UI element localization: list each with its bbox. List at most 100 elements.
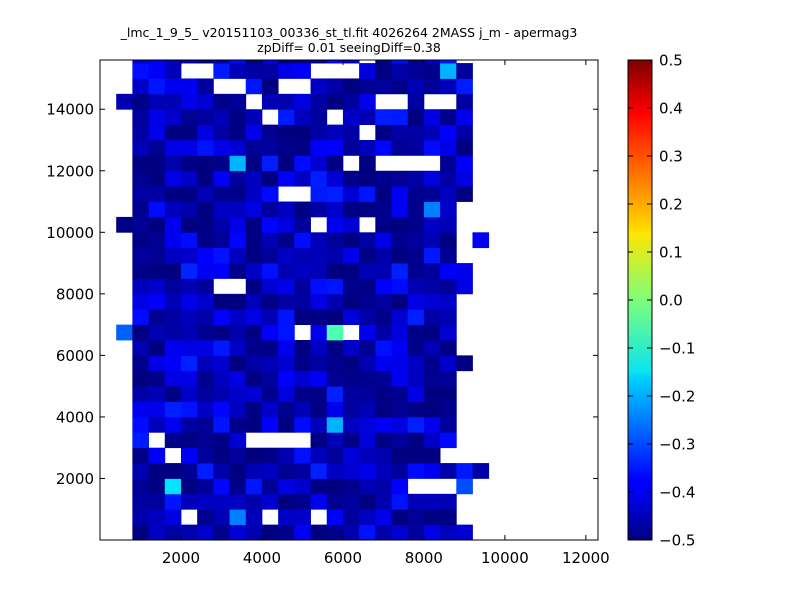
heatmap-cell — [440, 263, 457, 279]
heatmap-cell — [261, 324, 279, 341]
heatmap-cell — [456, 63, 473, 79]
heatmap-cell — [440, 463, 457, 479]
heatmap-cell — [261, 263, 279, 279]
heatmap-cell — [197, 524, 214, 541]
heatmap-cell — [278, 109, 295, 126]
heatmap-cell — [407, 524, 425, 541]
heatmap-cell — [423, 509, 441, 526]
heatmap-cell — [164, 463, 182, 479]
heatmap-cell — [294, 63, 311, 79]
heatmap-cell — [278, 170, 295, 187]
heatmap-cell — [148, 170, 166, 187]
heatmap-cell — [213, 432, 230, 449]
heatmap-cell — [245, 340, 263, 356]
heatmap-cell — [261, 370, 279, 387]
heatmap-cell — [440, 63, 457, 79]
heatmap-cell — [132, 386, 149, 402]
heatmap-cell — [164, 324, 182, 341]
heatmap-cell — [245, 509, 263, 526]
heatmap-cell — [391, 416, 409, 433]
heatmap-cell — [440, 124, 457, 141]
heatmap-cell — [342, 232, 360, 249]
plot-frame — [99, 59, 599, 541]
heatmap-cell — [148, 78, 166, 95]
heatmap-cell — [456, 78, 473, 95]
heatmap-cell — [359, 109, 376, 126]
heatmap-cell — [197, 263, 214, 279]
heatmap-cell — [180, 109, 198, 126]
heatmap-cell — [164, 186, 182, 202]
heatmap-cell — [245, 293, 263, 310]
heatmap-cell — [245, 309, 263, 326]
heatmap-cell — [294, 170, 311, 187]
heatmap-cell — [229, 493, 247, 510]
heatmap-cell — [391, 524, 409, 541]
heatmap-cell — [440, 201, 457, 218]
heatmap-cell — [326, 478, 344, 495]
heatmap-cell — [440, 524, 457, 541]
heatmap-cell — [456, 463, 473, 479]
heatmap-cell — [278, 524, 295, 541]
heatmap-cell — [326, 432, 344, 449]
heatmap-cell — [423, 109, 441, 126]
heatmap-cell — [375, 247, 392, 264]
heatmap-cell — [132, 493, 149, 510]
heatmap-cell — [261, 401, 279, 418]
heatmap-cell — [229, 216, 247, 233]
heatmap-cell — [261, 60, 279, 64]
heatmap-cell — [407, 63, 425, 79]
colorbar-tick-label: −0.4 — [659, 484, 695, 502]
heatmap-cell — [440, 401, 457, 418]
chart-subtitle: zpDiff= 0.01 seeingDiff=0.38 — [257, 40, 441, 55]
heatmap-cell — [359, 309, 376, 326]
heatmap-cell — [440, 60, 457, 64]
heatmap-cell — [359, 447, 376, 464]
colorbar-tick-label: −0.3 — [659, 436, 695, 454]
heatmap-cell — [148, 216, 166, 233]
heatmap-cell — [180, 60, 198, 64]
heatmap-cell — [391, 386, 409, 402]
heatmap-cell — [407, 340, 425, 356]
heatmap-cell — [423, 293, 441, 310]
heatmap-cell — [359, 401, 376, 418]
heatmap-cell — [261, 340, 279, 356]
heatmap-cell — [359, 232, 376, 249]
heatmap-cell — [456, 155, 473, 172]
y-axis: 2000 4000 6000 8000 10000 12000 14000 — [46, 101, 598, 488]
heatmap-cell — [342, 509, 360, 526]
heatmap-cell — [294, 124, 311, 141]
heatmap-cell — [148, 140, 166, 156]
heatmap-cell — [407, 170, 425, 187]
heatmap-cell — [342, 109, 360, 126]
heatmap-cell — [375, 78, 392, 95]
heatmap-cell — [197, 386, 214, 402]
heatmap-cell — [164, 140, 182, 156]
heatmap-cell — [407, 201, 425, 218]
heatmap-cell — [310, 109, 328, 126]
heatmap-cell — [472, 232, 490, 249]
heatmap-cell — [229, 463, 247, 479]
heatmap-cell — [359, 509, 376, 526]
x-tick-label: 8000 — [405, 549, 443, 567]
heatmap-cell — [132, 124, 149, 141]
heatmap-cell — [245, 355, 263, 372]
heatmap-cell — [391, 340, 409, 356]
heatmap-cell — [261, 278, 279, 295]
heatmap-cell — [148, 340, 166, 356]
heatmap-cell — [116, 324, 133, 341]
heatmap-cell — [407, 278, 425, 295]
colorbar-tick-label: 0.2 — [659, 196, 683, 214]
heatmap-cell — [229, 170, 247, 187]
x-tick-label: 10000 — [481, 549, 529, 567]
heatmap-cell — [148, 416, 166, 433]
heatmap-cell — [148, 386, 166, 402]
heatmap-cell — [261, 293, 279, 310]
heatmap-cell — [278, 293, 295, 310]
heatmap-cell — [407, 493, 425, 510]
heatmap-cell — [229, 140, 247, 156]
heatmap-cell — [326, 124, 344, 141]
heatmap-cell — [180, 324, 198, 341]
heatmap-cell — [197, 93, 214, 110]
heatmap-cell — [278, 463, 295, 479]
heatmap-cell — [278, 324, 295, 341]
